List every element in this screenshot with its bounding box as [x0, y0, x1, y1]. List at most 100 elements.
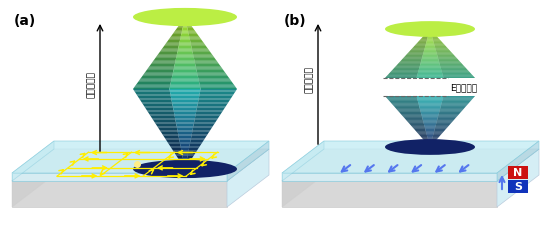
Polygon shape [426, 134, 433, 135]
Polygon shape [431, 144, 433, 145]
Polygon shape [409, 124, 424, 125]
Polygon shape [385, 78, 417, 79]
Polygon shape [426, 142, 429, 143]
Polygon shape [136, 95, 170, 96]
Polygon shape [433, 41, 441, 42]
Polygon shape [192, 49, 208, 50]
Ellipse shape [385, 139, 475, 155]
Polygon shape [438, 117, 457, 118]
Polygon shape [180, 37, 189, 38]
Polygon shape [428, 34, 431, 35]
Polygon shape [190, 140, 204, 141]
Polygon shape [133, 90, 169, 91]
Polygon shape [159, 129, 178, 131]
Polygon shape [174, 69, 196, 71]
Polygon shape [174, 32, 182, 33]
Polygon shape [415, 45, 426, 46]
Polygon shape [189, 35, 198, 36]
Polygon shape [393, 69, 419, 70]
Polygon shape [134, 91, 170, 92]
Polygon shape [151, 63, 175, 65]
Polygon shape [179, 25, 184, 26]
Polygon shape [199, 84, 234, 85]
Polygon shape [180, 38, 190, 39]
Polygon shape [424, 140, 428, 141]
Polygon shape [186, 23, 189, 24]
Polygon shape [421, 63, 439, 64]
Polygon shape [189, 36, 199, 37]
Polygon shape [136, 84, 170, 85]
Polygon shape [170, 94, 200, 95]
Polygon shape [173, 108, 197, 109]
Polygon shape [139, 80, 172, 81]
Polygon shape [389, 74, 418, 75]
Polygon shape [422, 56, 437, 57]
Polygon shape [421, 113, 439, 114]
Polygon shape [161, 50, 178, 51]
Polygon shape [442, 100, 472, 101]
Polygon shape [200, 86, 235, 87]
Polygon shape [439, 62, 461, 63]
Polygon shape [387, 76, 417, 77]
Polygon shape [183, 157, 188, 159]
Polygon shape [440, 66, 465, 67]
Polygon shape [192, 51, 210, 53]
Polygon shape [175, 121, 194, 123]
Polygon shape [399, 113, 421, 114]
Polygon shape [408, 122, 424, 123]
Polygon shape [155, 123, 176, 124]
Polygon shape [190, 144, 201, 145]
Polygon shape [417, 100, 443, 101]
Polygon shape [184, 19, 185, 20]
Polygon shape [187, 27, 193, 29]
Polygon shape [419, 71, 442, 72]
Polygon shape [191, 44, 205, 45]
Polygon shape [193, 54, 212, 55]
Polygon shape [177, 125, 194, 127]
Polygon shape [410, 51, 424, 52]
Polygon shape [180, 41, 190, 42]
Polygon shape [195, 66, 221, 67]
Polygon shape [186, 161, 190, 163]
Polygon shape [178, 132, 192, 134]
Polygon shape [176, 57, 194, 59]
Polygon shape [421, 62, 439, 63]
Polygon shape [174, 111, 196, 112]
Polygon shape [443, 76, 474, 77]
Polygon shape [153, 61, 175, 62]
Polygon shape [196, 69, 223, 71]
Polygon shape [199, 99, 231, 100]
Polygon shape [174, 116, 195, 117]
Polygon shape [183, 29, 188, 30]
Polygon shape [425, 128, 435, 129]
Polygon shape [196, 67, 222, 68]
Polygon shape [183, 167, 185, 168]
Polygon shape [422, 117, 438, 118]
Polygon shape [428, 146, 430, 147]
Polygon shape [436, 123, 452, 124]
Polygon shape [424, 125, 436, 126]
Polygon shape [442, 71, 469, 72]
Polygon shape [497, 141, 539, 181]
Polygon shape [424, 35, 428, 36]
Polygon shape [135, 86, 170, 87]
Polygon shape [419, 106, 441, 107]
Polygon shape [427, 41, 433, 42]
Polygon shape [434, 131, 444, 132]
Polygon shape [165, 44, 179, 45]
Polygon shape [193, 128, 212, 129]
Polygon shape [199, 81, 232, 82]
Polygon shape [421, 61, 439, 62]
Polygon shape [417, 99, 443, 100]
Polygon shape [140, 79, 172, 80]
Polygon shape [419, 69, 441, 70]
Polygon shape [434, 47, 447, 48]
Polygon shape [172, 78, 198, 79]
Polygon shape [394, 68, 420, 69]
Polygon shape [439, 111, 462, 112]
Polygon shape [423, 120, 437, 121]
Polygon shape [189, 149, 198, 151]
Polygon shape [172, 103, 198, 104]
Polygon shape [150, 65, 175, 66]
Polygon shape [188, 156, 194, 157]
